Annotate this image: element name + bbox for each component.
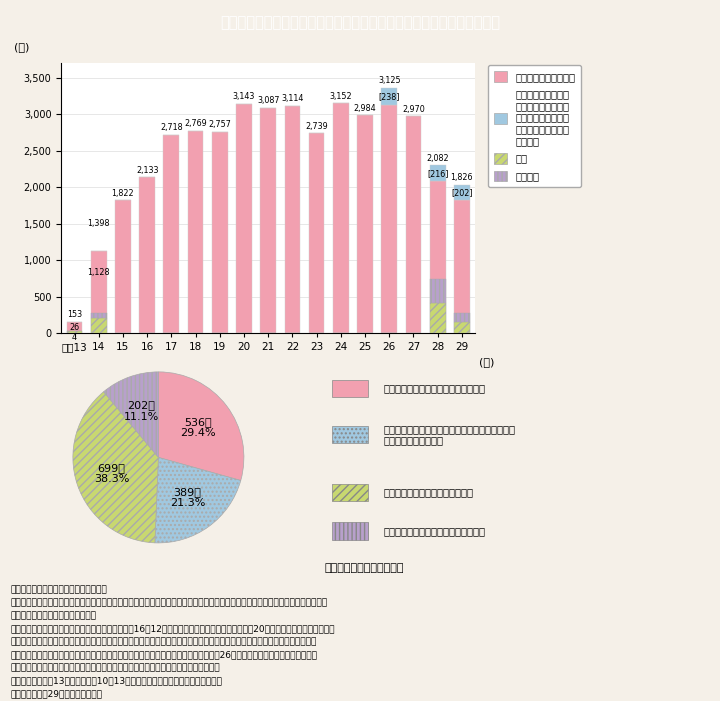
Text: ３．配偶者暴力防止法の改正により，平成16年12月に「子への接近禁止命令」制度が，20年１月に「電話等禁止命令」: ３．配偶者暴力防止法の改正により，平成16年12月に「子への接近禁止命令」制度が… bbox=[11, 624, 336, 633]
Bar bbox=[382, 88, 397, 105]
Text: 2,757: 2,757 bbox=[208, 121, 231, 129]
Bar bbox=[212, 132, 228, 333]
Bar bbox=[67, 331, 82, 333]
Text: 2,133: 2,133 bbox=[136, 166, 158, 175]
Bar bbox=[91, 318, 107, 333]
Bar bbox=[357, 116, 373, 333]
Text: 202件
11.1%: 202件 11.1% bbox=[124, 400, 159, 421]
Text: 3,087: 3,087 bbox=[257, 96, 279, 105]
Bar bbox=[333, 103, 348, 333]
Text: 3,143: 3,143 bbox=[233, 92, 255, 101]
Text: ５．平29年値は，速報値。: ５．平29年値は，速報値。 bbox=[11, 689, 103, 698]
Text: ２．「認容」には，一部認容の事案を含む。「却下」には，一部却下一部取下げの事案を含む。「取下げ等」には，移送，: ２．「認容」には，一部認容の事案を含む。「却下」には，一部却下一部取下げの事案を… bbox=[11, 598, 328, 607]
FancyBboxPatch shape bbox=[333, 522, 368, 540]
Bar bbox=[163, 135, 179, 333]
Bar bbox=[91, 313, 107, 318]
Text: 389件
21.3%: 389件 21.3% bbox=[170, 486, 205, 508]
FancyBboxPatch shape bbox=[333, 484, 368, 501]
Text: ４．平成13年値は，同年10月13日の配偶者暴力防止法施行以降の件数。: ４．平成13年値は，同年10月13日の配偶者暴力防止法施行以降の件数。 bbox=[11, 676, 222, 685]
Text: 3,125: 3,125 bbox=[378, 76, 400, 85]
FancyBboxPatch shape bbox=[333, 380, 368, 397]
Text: (件): (件) bbox=[14, 42, 29, 53]
Text: [216]: [216] bbox=[427, 169, 449, 178]
Bar bbox=[382, 105, 397, 333]
Bar bbox=[430, 279, 446, 304]
Text: 135: 135 bbox=[454, 313, 469, 322]
Bar bbox=[115, 200, 131, 333]
Bar bbox=[430, 165, 446, 181]
Text: （備考）１．最高裁判所資料より作成。: （備考）１．最高裁判所資料より作成。 bbox=[11, 585, 107, 594]
Text: 1,128: 1,128 bbox=[87, 268, 110, 277]
Text: 時に又は被害者への接近禁止命令が発令された後に発令される。さらに，26年１月より，生活の本拠を共にする: 時に又は被害者への接近禁止命令が発令された後に発令される。さらに，26年１月より… bbox=[11, 650, 318, 659]
Text: 回付等の事案を含む。: 回付等の事案を含む。 bbox=[11, 611, 96, 620]
Bar bbox=[454, 185, 469, 200]
Text: 2,082: 2,082 bbox=[426, 154, 449, 163]
Text: 4: 4 bbox=[72, 333, 77, 342]
Bar bbox=[454, 313, 469, 322]
Text: 「被害者に関する保護命令」のみ発令: 「被害者に関する保護命令」のみ発令 bbox=[384, 383, 485, 393]
Bar bbox=[188, 131, 204, 333]
Wedge shape bbox=[104, 372, 158, 457]
Bar bbox=[430, 181, 446, 333]
Bar bbox=[67, 322, 82, 333]
Bar bbox=[454, 200, 469, 333]
Wedge shape bbox=[155, 457, 240, 543]
Text: (年): (年) bbox=[480, 358, 495, 367]
Bar bbox=[309, 133, 325, 333]
Bar bbox=[430, 304, 446, 333]
Text: 26: 26 bbox=[69, 323, 80, 332]
Text: 2,769: 2,769 bbox=[184, 119, 207, 128]
Text: 3,152: 3,152 bbox=[330, 92, 352, 100]
Text: 2,718: 2,718 bbox=[160, 123, 183, 132]
Text: 64: 64 bbox=[94, 326, 104, 335]
Legend: 認容（保護命令発令）, 認容のうち，生活の
本拠を共にする交際
相手からの暴力の被
害者からの申立てに
よるもの, 却下, 取下げ等: 認容（保護命令発令）, 認容のうち，生活の 本拠を共にする交際 相手からの暴力の… bbox=[488, 65, 582, 187]
Text: 699件
38.3%: 699件 38.3% bbox=[94, 463, 129, 484]
Text: 「子への接近禁止命令」のみ発令: 「子への接近禁止命令」のみ発令 bbox=[384, 487, 474, 498]
Text: [238]: [238] bbox=[379, 92, 400, 101]
Text: Ｉ－７－６図　配偶者暴力等に関する保護命令事件の処理状況等の推移: Ｉ－７－６図 配偶者暴力等に関する保護命令事件の処理状況等の推移 bbox=[220, 15, 500, 31]
Text: 2,970: 2,970 bbox=[402, 104, 425, 114]
Text: （上段：件数，下段：％）: （上段：件数，下段：％） bbox=[325, 563, 404, 573]
Bar bbox=[454, 322, 469, 333]
Text: 1,822: 1,822 bbox=[112, 189, 134, 198]
Text: 「親族等への接近禁止命令」のみ発令: 「親族等への接近禁止命令」のみ発令 bbox=[384, 526, 485, 536]
Text: 制度及び「親族等への接近禁止命令」制度がそれぞれ新設された。これらの命令は，被害者への接近禁止命令と同: 制度及び「親族等への接近禁止命令」制度がそれぞれ新設された。これらの命令は，被害… bbox=[11, 637, 318, 646]
Bar bbox=[284, 106, 300, 333]
Text: 1,826: 1,826 bbox=[451, 173, 473, 182]
Text: 交際相手からの暴力及びその被害者についても，法の適用対象となった。: 交際相手からの暴力及びその被害者についても，法の適用対象となった。 bbox=[11, 663, 220, 672]
Text: 536件
29.4%: 536件 29.4% bbox=[180, 416, 216, 438]
Text: 144: 144 bbox=[454, 323, 469, 332]
Text: 153: 153 bbox=[67, 311, 82, 319]
Wedge shape bbox=[158, 372, 244, 480]
Text: 3,114: 3,114 bbox=[282, 94, 304, 103]
FancyBboxPatch shape bbox=[333, 426, 368, 443]
Bar bbox=[139, 177, 155, 333]
Wedge shape bbox=[73, 392, 158, 543]
Text: 2,739: 2,739 bbox=[305, 122, 328, 130]
Text: 1,398: 1,398 bbox=[87, 219, 110, 229]
Text: 332: 332 bbox=[430, 287, 445, 296]
Text: 2,984: 2,984 bbox=[354, 104, 377, 113]
Text: 406: 406 bbox=[430, 313, 445, 322]
Text: 「子への接近禁止命令」及び「親族等への接近禁
止命令」が同時に発令: 「子への接近禁止命令」及び「親族等への接近禁 止命令」が同時に発令 bbox=[384, 424, 516, 445]
Text: 206: 206 bbox=[91, 316, 107, 325]
Bar bbox=[261, 108, 276, 333]
Text: [202]: [202] bbox=[451, 188, 473, 197]
Bar bbox=[91, 251, 107, 333]
Bar bbox=[236, 104, 252, 333]
Bar bbox=[405, 116, 421, 333]
